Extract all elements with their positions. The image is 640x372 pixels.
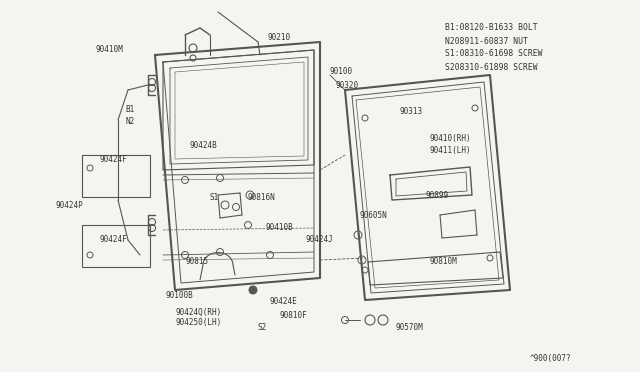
Text: N2: N2 — [125, 118, 134, 126]
Text: 90810M: 90810M — [430, 257, 458, 266]
Text: 90100: 90100 — [330, 67, 353, 77]
Text: 90210: 90210 — [268, 33, 291, 42]
Text: 90410(RH): 90410(RH) — [430, 134, 472, 142]
Text: ^900(007?: ^900(007? — [530, 353, 572, 362]
Text: S208310-61898 SCREW: S208310-61898 SCREW — [445, 62, 538, 71]
Text: 90424P: 90424P — [55, 201, 83, 209]
Text: 90424J: 90424J — [305, 235, 333, 244]
Text: 90424Q(RH): 90424Q(RH) — [175, 308, 221, 317]
Text: 90313: 90313 — [400, 108, 423, 116]
Text: 90410M: 90410M — [95, 45, 123, 55]
Text: B1:08120-B1633 BOLT: B1:08120-B1633 BOLT — [445, 23, 538, 32]
Circle shape — [249, 286, 257, 294]
Text: 90424B: 90424B — [190, 141, 218, 150]
Text: 90605N: 90605N — [360, 211, 388, 219]
Text: 90816N: 90816N — [248, 193, 276, 202]
Text: B1: B1 — [125, 106, 134, 115]
Bar — [82, 155, 150, 197]
Text: 90899: 90899 — [425, 190, 448, 199]
Text: 90411(LH): 90411(LH) — [430, 145, 472, 154]
Text: 90100B: 90100B — [165, 291, 193, 299]
Text: 90320: 90320 — [335, 80, 358, 90]
Text: S1: S1 — [210, 193, 220, 202]
Text: S2: S2 — [258, 324, 268, 333]
Text: 90815: 90815 — [185, 257, 208, 266]
Text: 90424E: 90424E — [270, 298, 298, 307]
Text: 90410B: 90410B — [265, 224, 292, 232]
Bar — [82, 225, 150, 267]
Text: 904250(LH): 904250(LH) — [175, 318, 221, 327]
Text: 90810F: 90810F — [280, 311, 308, 320]
Text: 90570M: 90570M — [395, 324, 423, 333]
Text: N208911-60837 NUT: N208911-60837 NUT — [445, 36, 528, 45]
Text: 90424F: 90424F — [100, 235, 128, 244]
Text: S1:08310-61698 SCREW: S1:08310-61698 SCREW — [445, 49, 543, 58]
Text: 90424F: 90424F — [100, 155, 128, 164]
